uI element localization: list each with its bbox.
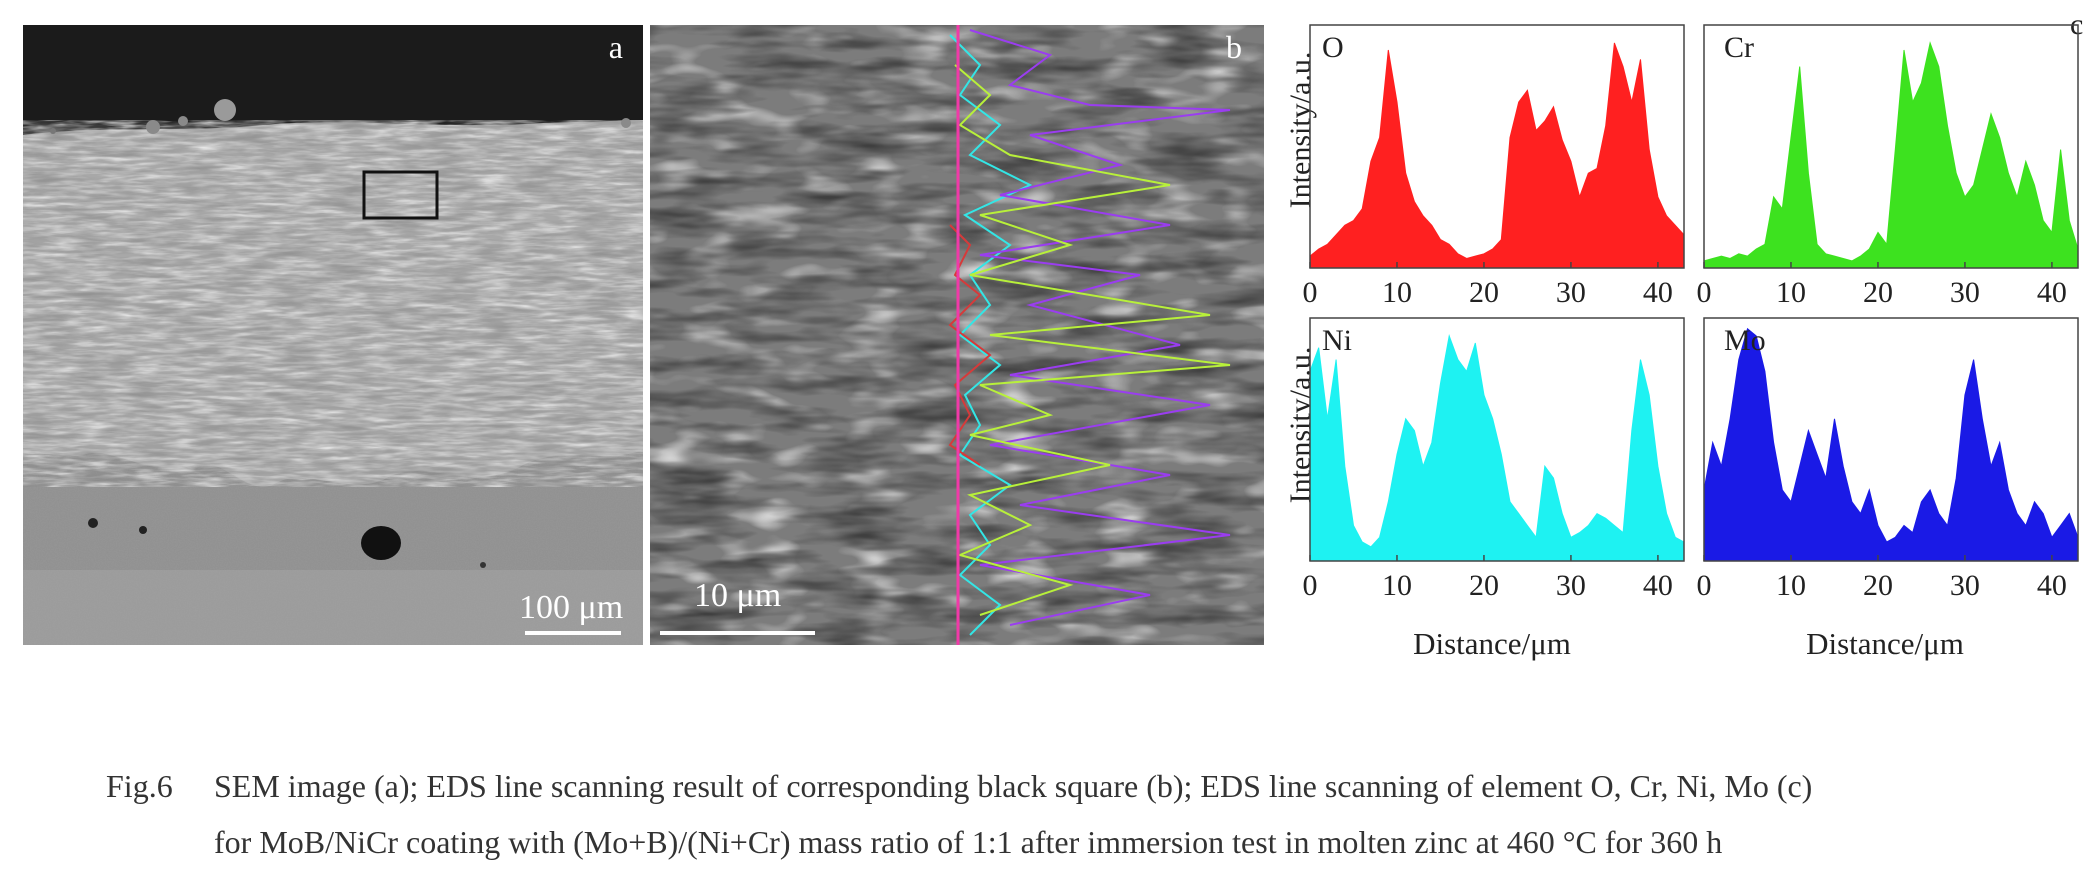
panel-label-a: a xyxy=(608,29,623,65)
ni-x-tick-label: 10 xyxy=(1382,569,1412,602)
x-axis-label-right: Distance/μm xyxy=(1806,626,1964,661)
sem-micrograph xyxy=(23,99,643,645)
o-element-label: O xyxy=(1322,31,1344,64)
cr-x-tick-label: 20 xyxy=(1863,276,1893,309)
mo-plot-frame xyxy=(1703,317,2079,562)
mo-x-tick-label: 30 xyxy=(1950,569,1980,602)
ni-x-tick-label: 0 xyxy=(1303,569,1318,602)
x-axis-label-left: Distance/μm xyxy=(1413,626,1571,661)
ni-plot-frame xyxy=(1309,317,1685,562)
eds-line-scan-charts: c Intensity/a.u. Intensity/a.u. Distance… xyxy=(1270,0,2090,700)
line-scan-image-panel: b 10 μm xyxy=(650,25,1264,645)
figure-number: Fig.6 xyxy=(106,768,173,804)
cr-x-tick-label: 40 xyxy=(2037,276,2067,309)
mo-intensity-area xyxy=(1703,327,2079,562)
mo-x-tick-label: 0 xyxy=(1697,569,1712,602)
o-intensity-area xyxy=(1309,42,1685,269)
mo-element-label: Mo xyxy=(1724,324,1766,357)
eds-charts-svg: c Intensity/a.u. Intensity/a.u. Distance… xyxy=(1284,8,2083,661)
o-x-tick-label: 30 xyxy=(1556,276,1586,309)
scale-bar-a xyxy=(525,631,621,635)
caption-line-2: for MoB/NiCr coating with (Mo+B)/(Ni+Cr)… xyxy=(214,824,1723,860)
ni-element-label: Ni xyxy=(1322,324,1352,357)
scale-bar-b xyxy=(660,631,815,635)
o-x-tick-label: 10 xyxy=(1382,276,1412,309)
ni-x-tick-label: 30 xyxy=(1556,569,1586,602)
cr-x-tick-label: 10 xyxy=(1776,276,1806,309)
panel-label-b: b xyxy=(1226,29,1242,65)
caption-line-1: SEM image (a); EDS line scanning result … xyxy=(214,768,1813,804)
mo-x-tick-label: 40 xyxy=(2037,569,2067,602)
o-plot-frame xyxy=(1309,24,1685,269)
ni-x-tick-label: 20 xyxy=(1469,569,1499,602)
o-x-tick-label: 20 xyxy=(1469,276,1499,309)
ni-intensity-area xyxy=(1309,334,1685,562)
mo-x-tick-label: 20 xyxy=(1863,569,1893,602)
cr-x-tick-label: 0 xyxy=(1697,276,1712,309)
ni-x-tick-label: 40 xyxy=(1643,569,1673,602)
o-x-tick-label: 40 xyxy=(1643,276,1673,309)
cr-intensity-area xyxy=(1703,41,2079,269)
cr-x-tick-label: 30 xyxy=(1950,276,1980,309)
o-x-tick-label: 0 xyxy=(1303,276,1318,309)
y-axis-label-top: Intensity/a.u. xyxy=(1284,52,1317,209)
cr-element-label: Cr xyxy=(1724,31,1754,64)
analysis-region-box xyxy=(362,170,439,220)
scale-bar-label-a: 100 μm xyxy=(519,589,624,626)
sem-image-panel: a 100 μm xyxy=(23,25,643,645)
magnified-micrograph xyxy=(650,25,1264,645)
cr-plot-frame xyxy=(1703,24,2079,269)
scale-bar-label-b: 10 μm xyxy=(694,577,782,614)
mo-x-tick-label: 10 xyxy=(1776,569,1806,602)
